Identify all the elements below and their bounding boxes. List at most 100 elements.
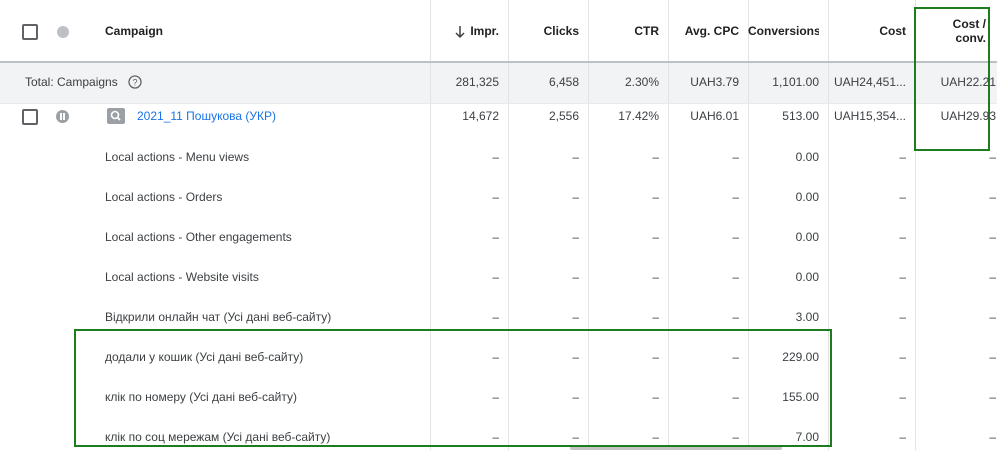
metric-cell: 0.00 bbox=[795, 190, 819, 204]
metric-cell: – bbox=[989, 390, 996, 404]
search-campaign-icon bbox=[107, 108, 125, 124]
metric-cell: – bbox=[899, 230, 906, 244]
metric-cell: UAH22.21 bbox=[940, 75, 996, 89]
metric-cell: – bbox=[572, 190, 579, 204]
metric-cell: – bbox=[652, 230, 659, 244]
conversion-action: Local actions - Other engagements bbox=[105, 230, 292, 244]
conversion-action: Local actions - Orders bbox=[105, 190, 223, 204]
metric-cell: – bbox=[899, 310, 906, 324]
metric-cell: 6,458 bbox=[548, 75, 579, 89]
metric-cell: 2.30% bbox=[624, 75, 659, 89]
metric-cell: 229.00 bbox=[782, 350, 819, 364]
metric-cell: – bbox=[492, 150, 499, 164]
column-header[interactable]: Cost / conv. bbox=[952, 17, 986, 45]
metric-cell: – bbox=[989, 350, 996, 364]
metric-cell: – bbox=[732, 310, 739, 324]
paused-icon bbox=[56, 110, 69, 123]
metric-cell: – bbox=[989, 310, 996, 324]
total-label: Total: Campaigns bbox=[25, 75, 118, 89]
metric-cell: – bbox=[989, 150, 996, 164]
metric-cell: – bbox=[989, 230, 996, 244]
metric-cell: – bbox=[652, 150, 659, 164]
highlight-box bbox=[74, 329, 832, 447]
highlight-box bbox=[914, 7, 990, 151]
campaign-checkbox[interactable] bbox=[22, 109, 38, 125]
column-divider bbox=[828, 0, 829, 450]
metric-cell: – bbox=[572, 390, 579, 404]
scrollbar[interactable] bbox=[570, 446, 782, 450]
column-header[interactable]: CTR bbox=[634, 24, 659, 38]
metric-cell: – bbox=[652, 190, 659, 204]
column-header[interactable]: Impr. bbox=[470, 24, 499, 38]
metric-cell: – bbox=[732, 430, 739, 444]
metric-cell: – bbox=[732, 350, 739, 364]
metric-cell: – bbox=[572, 350, 579, 364]
metric-cell: 17.42% bbox=[618, 109, 659, 123]
metric-cell: – bbox=[652, 350, 659, 364]
metric-cell: – bbox=[572, 150, 579, 164]
total-row-bg bbox=[0, 62, 997, 103]
metric-cell: UAH29.93 bbox=[940, 109, 996, 123]
metric-cell: – bbox=[899, 430, 906, 444]
metric-cell: – bbox=[732, 390, 739, 404]
select-all-checkbox[interactable] bbox=[22, 24, 38, 40]
metric-cell: 155.00 bbox=[782, 390, 819, 404]
metric-cell: – bbox=[899, 350, 906, 364]
metric-cell: UAH24,451... bbox=[833, 75, 906, 89]
svg-text:?: ? bbox=[132, 78, 137, 88]
metric-cell: – bbox=[652, 390, 659, 404]
metric-cell: 0.00 bbox=[795, 270, 819, 284]
metric-cell: – bbox=[899, 190, 906, 204]
conversion-action: додали у кошик (Усі дані веб-сайту) bbox=[105, 350, 304, 364]
metric-cell: 513.00 bbox=[782, 109, 819, 123]
metric-cell: 7.00 bbox=[795, 430, 819, 444]
metric-cell: – bbox=[732, 190, 739, 204]
metric-cell: UAH6.01 bbox=[690, 109, 739, 123]
metric-cell: – bbox=[492, 430, 499, 444]
metric-cell: – bbox=[989, 270, 996, 284]
status-dot bbox=[57, 26, 69, 38]
metric-cell: – bbox=[732, 230, 739, 244]
metric-cell: – bbox=[899, 150, 906, 164]
column-header[interactable]: Conversions bbox=[748, 24, 819, 38]
metric-cell: – bbox=[492, 230, 499, 244]
column-header[interactable]: Avg. CPC bbox=[684, 24, 739, 38]
metric-cell: 281,325 bbox=[455, 75, 499, 89]
metric-cell: 3.00 bbox=[795, 310, 819, 324]
metric-cell: 0.00 bbox=[795, 150, 819, 164]
column-header[interactable]: Cost bbox=[879, 24, 906, 38]
conversion-action: Local actions - Menu views bbox=[105, 150, 250, 164]
metric-cell: – bbox=[732, 270, 739, 284]
metric-cell: – bbox=[492, 270, 499, 284]
metric-cell: – bbox=[652, 310, 659, 324]
metric-cell: – bbox=[572, 430, 579, 444]
metric-cell: – bbox=[989, 190, 996, 204]
conversion-action: клік по номеру (Усі дані веб-сайту) bbox=[105, 390, 298, 404]
column-header[interactable]: Clicks bbox=[543, 24, 579, 38]
sort-arrow bbox=[455, 26, 465, 39]
column-divider bbox=[588, 0, 589, 450]
metric-cell: – bbox=[652, 430, 659, 444]
metric-cell: – bbox=[492, 310, 499, 324]
column-divider bbox=[430, 0, 431, 450]
conversion-action: клік по соц мережам (Усі дані веб-сайту) bbox=[105, 430, 331, 444]
metric-cell: – bbox=[732, 150, 739, 164]
metric-cell: 2,556 bbox=[548, 109, 579, 123]
metric-cell: – bbox=[492, 390, 499, 404]
header-campaign[interactable]: Campaign bbox=[105, 24, 164, 38]
metric-cell: UAH15,354... bbox=[833, 109, 906, 123]
column-divider bbox=[748, 0, 749, 450]
metric-cell: – bbox=[652, 270, 659, 284]
conversion-action: Local actions - Website visits bbox=[105, 270, 259, 284]
help-icon[interactable]: ? bbox=[128, 75, 142, 89]
metric-cell: – bbox=[492, 190, 499, 204]
metric-cell: – bbox=[899, 270, 906, 284]
column-divider bbox=[508, 0, 509, 450]
metric-cell: – bbox=[572, 270, 579, 284]
campaign-link[interactable]: 2021_11 Пошукова (УКР) bbox=[137, 109, 277, 123]
metric-cell: – bbox=[899, 390, 906, 404]
metric-cell: 0.00 bbox=[795, 230, 819, 244]
metric-cell: 1,101.00 bbox=[772, 75, 819, 89]
metric-cell: – bbox=[492, 350, 499, 364]
